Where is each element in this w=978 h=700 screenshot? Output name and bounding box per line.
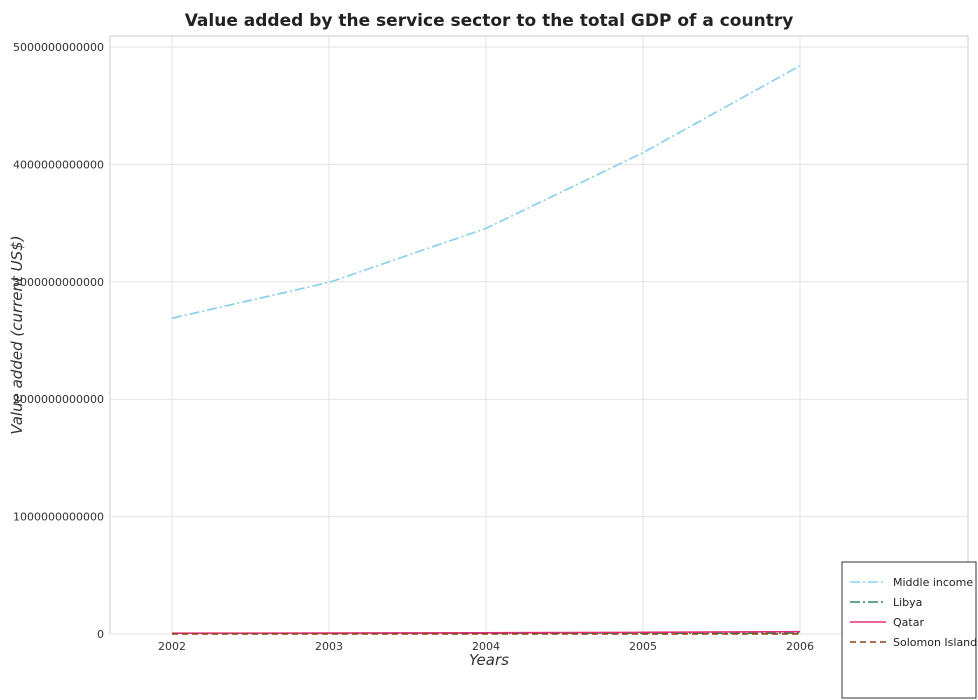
x-axis: 2002 2003 2004 2005 2006: [158, 640, 814, 653]
legend-label: Libya: [893, 596, 922, 609]
chart-title: Value added by the service sector to the…: [185, 11, 794, 31]
y-tick-label: 4000000000000: [13, 158, 104, 171]
series-lines: [171, 65, 801, 635]
plot-frame: [109, 35, 969, 635]
legend-box: [841, 561, 977, 699]
x-tick-label: 2003: [315, 640, 343, 653]
plot-area: [109, 35, 969, 635]
x-tick-label: 2004: [472, 640, 500, 653]
y-tick-label: 0: [97, 628, 104, 641]
series-line-middle-income: [171, 65, 801, 319]
legend-label: Solomon Islands: [893, 636, 978, 649]
y-tick-label: 5000000000000: [13, 41, 104, 54]
y-tick-label: 3000000000000: [13, 276, 104, 289]
legend-label: Qatar: [893, 616, 924, 629]
x-tick-label: 2002: [158, 640, 186, 653]
y-tick-label: 1000000000000: [13, 511, 104, 524]
x-tick-label: 2006: [786, 640, 814, 653]
legend: Middle income Libya Qatar Solomon Islands: [841, 561, 978, 699]
y-axis-label: Value added (current US$): [8, 235, 26, 434]
x-axis-label: Years: [469, 651, 509, 669]
legend-label: Middle income: [893, 576, 973, 589]
y-axis: 0 1000000000000 2000000000000 3000000000000…: [13, 41, 104, 641]
series-line-qatar: [171, 630, 801, 634]
y-tick-label: 2000000000000: [13, 393, 104, 406]
x-tick-label: 2005: [629, 640, 657, 653]
grid-lines: [110, 36, 968, 635]
legend-items: Middle income Libya Qatar Solomon Islands: [850, 576, 978, 649]
